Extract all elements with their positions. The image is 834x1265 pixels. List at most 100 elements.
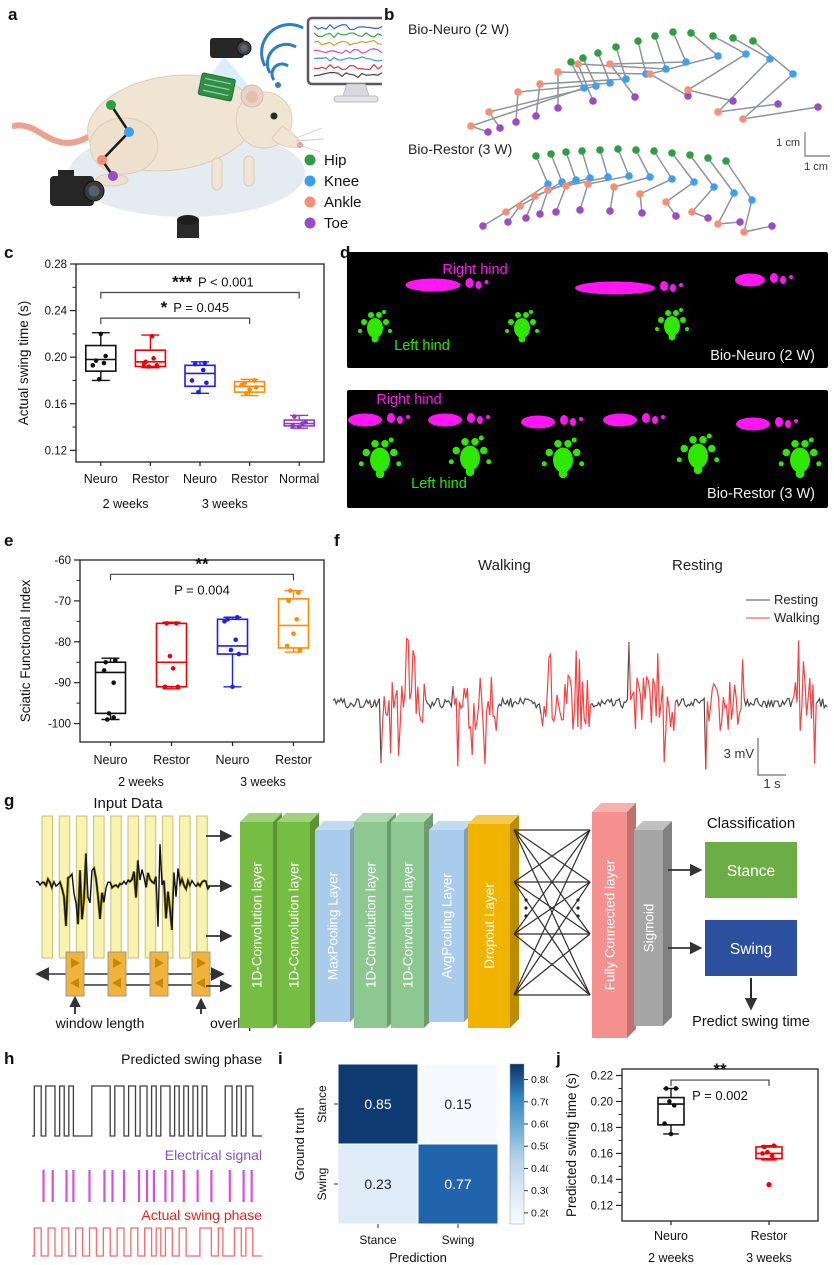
knee-legend-dot xyxy=(304,175,316,187)
data-point xyxy=(303,420,308,425)
joint-dot xyxy=(739,115,747,123)
box xyxy=(277,598,310,649)
classification-title: Classification xyxy=(707,815,795,832)
joint-dot xyxy=(547,150,555,158)
row-label: Stance xyxy=(315,1085,329,1123)
x-category-label: Restor xyxy=(132,472,169,486)
gait-stick-frame xyxy=(576,35,668,102)
data-point xyxy=(247,387,252,393)
joint-dot xyxy=(604,173,612,181)
y-tick-label: 0.16 xyxy=(591,1148,613,1160)
data-point xyxy=(765,1149,770,1155)
significance-bracket xyxy=(100,291,300,299)
left-hind-label: Left hind xyxy=(411,476,467,492)
monitor-signal-traces xyxy=(313,23,382,79)
joint-dot xyxy=(586,174,594,182)
joint-dot xyxy=(574,60,582,68)
joint-dot xyxy=(536,210,544,218)
actual-swing-phase-label: Actual swing phase xyxy=(141,1207,262,1223)
joint-dot xyxy=(749,37,757,45)
significance-bracket xyxy=(109,573,295,581)
data-point xyxy=(174,621,179,626)
class-label-stance: Stance xyxy=(727,863,775,880)
group-label: 3 weeks xyxy=(240,775,286,788)
ellipsis-dot xyxy=(576,898,580,902)
data-point xyxy=(235,614,240,620)
joint-dot xyxy=(768,222,776,230)
data-point xyxy=(663,1086,669,1091)
monitor-trace xyxy=(313,23,382,31)
joint-dot xyxy=(580,84,588,92)
gait-stick-frame xyxy=(664,152,696,217)
monitor-trace xyxy=(313,32,382,39)
joint-dot xyxy=(596,146,604,154)
matrix-cell-value: 0.85 xyxy=(364,1096,391,1112)
significance-stars: ** xyxy=(195,554,209,573)
data-point xyxy=(230,684,235,690)
joint-dot xyxy=(646,173,654,181)
joint-dot xyxy=(544,180,552,188)
top-camera-icon xyxy=(210,38,252,58)
joint-dot xyxy=(686,151,694,159)
box xyxy=(184,364,216,388)
y-tick-label: 0.20 xyxy=(45,352,67,364)
joint-dot xyxy=(632,146,640,154)
paw-print xyxy=(778,437,822,479)
drag-streak xyxy=(603,413,665,427)
layer-label: 1D-Convolution layer xyxy=(287,861,302,988)
hip-legend-dot xyxy=(304,154,316,166)
joint-dot xyxy=(684,86,692,94)
significance-bracket xyxy=(670,1079,770,1087)
p-value-label: P < 0.001 xyxy=(198,275,254,290)
rat-front-leg xyxy=(211,157,223,191)
gait-stick-frame xyxy=(608,31,688,98)
data-point xyxy=(284,643,290,649)
legend-label-walking: Walking xyxy=(774,610,820,625)
colorbar-tick-label: 0.30 xyxy=(531,1185,548,1197)
bottom-camera-icon xyxy=(177,215,199,238)
drag-streak xyxy=(736,417,798,431)
gait-stick-frame xyxy=(715,37,779,114)
joint-dot xyxy=(766,55,774,63)
group-label: 2 weeks xyxy=(118,775,164,788)
layer-label: MaxPooling Layer xyxy=(326,871,341,980)
joint-dot xyxy=(610,183,618,191)
joint-dot xyxy=(532,112,540,120)
joint-dot xyxy=(496,124,504,132)
joint-dot xyxy=(710,183,718,191)
data-point xyxy=(111,715,116,720)
rat-whiskers xyxy=(295,127,325,153)
joint-dot xyxy=(789,70,797,78)
data-point xyxy=(769,1153,775,1159)
p-value-label: P = 0.045 xyxy=(173,300,229,315)
joint-dot xyxy=(651,32,659,40)
joint-legend: Hip Knee Ankle Toe xyxy=(304,152,362,232)
left-hind-label: Left hind xyxy=(394,338,450,354)
joint-dot xyxy=(714,220,722,228)
joint-dot xyxy=(714,108,722,116)
panel-label-e: e xyxy=(4,531,14,550)
data-point xyxy=(252,378,257,383)
implant-chip xyxy=(197,72,236,102)
joint-dot xyxy=(646,70,654,78)
joint-dot xyxy=(622,75,630,83)
joint-dot xyxy=(634,37,642,45)
data-point xyxy=(93,358,99,363)
gait-stick-frame xyxy=(707,157,741,225)
joint-dot xyxy=(567,58,575,66)
layer-label: Dropout Layer xyxy=(482,883,497,969)
col-label: Swing xyxy=(442,1233,475,1247)
paw-print xyxy=(676,433,720,475)
layer-slab-sigmoid: Sigmoid xyxy=(634,821,672,1026)
joint-dot xyxy=(722,157,730,165)
significance-stars: * xyxy=(161,298,168,317)
panel-a-setup-illustration: Hip Knee Ankle Toe xyxy=(12,16,382,238)
data-point xyxy=(296,590,301,596)
toe-marker xyxy=(108,171,118,181)
data-point xyxy=(288,588,293,593)
pawprint-canvas-bioneuro: Right hind Left hind Bio-Neuro (2 W) xyxy=(358,262,815,364)
y-axis-label: Actual swing time (s) xyxy=(16,301,31,426)
joint-dot xyxy=(576,206,584,214)
data-point xyxy=(292,414,297,419)
data-point xyxy=(154,363,160,368)
